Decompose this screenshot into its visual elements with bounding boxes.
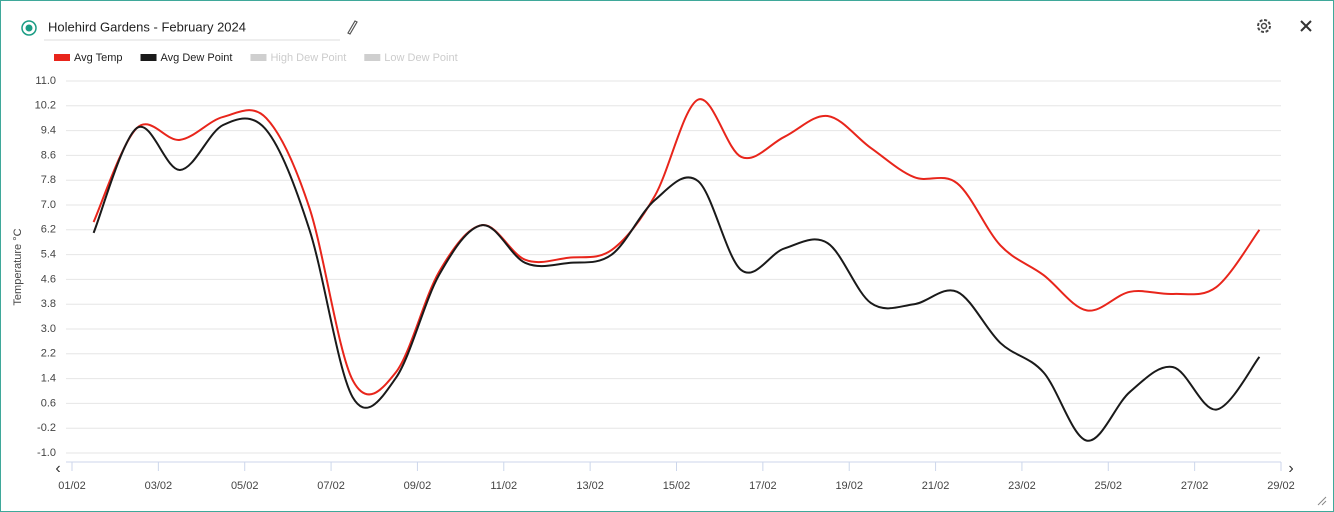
close-icon[interactable] <box>1300 20 1312 32</box>
y-tick-label: 0.6 <box>41 397 56 409</box>
x-tick-label: 25/02 <box>1095 480 1123 492</box>
chart-title: Holehird Gardens - February 2024 <box>48 19 246 34</box>
settings-icon[interactable] <box>1257 19 1271 33</box>
x-tick-label: 09/02 <box>404 480 432 492</box>
y-tick-label: -0.2 <box>37 422 56 434</box>
y-axis-title: Temperature °C <box>12 228 24 305</box>
radio-icon[interactable] <box>21 20 37 36</box>
scroll-left[interactable]: ‹ <box>55 460 60 477</box>
legend-label[interactable]: Avg Dew Point <box>161 52 233 64</box>
x-tick-label: 05/02 <box>231 480 259 492</box>
y-tick-label: -1.0 <box>37 447 56 459</box>
x-tick-label: 11/02 <box>490 480 517 492</box>
x-tick-label: 27/02 <box>1181 480 1209 492</box>
y-tick-label: 7.8 <box>41 174 56 186</box>
x-tick-label: 07/02 <box>317 480 345 492</box>
legend-label[interactable]: Low Dew Point <box>384 52 457 64</box>
y-tick-label: 8.6 <box>41 149 56 161</box>
y-tick-label: 3.0 <box>41 323 56 335</box>
legend-label[interactable]: High Dew Point <box>270 52 346 64</box>
edit-icon[interactable] <box>347 20 358 35</box>
series-line <box>92 98 1261 396</box>
x-tick-label: 13/02 <box>576 480 604 492</box>
legend-swatch[interactable] <box>54 54 70 61</box>
legend-swatch[interactable] <box>364 54 381 61</box>
x-tick-label: 23/02 <box>1008 480 1036 492</box>
y-tick-label: 11.0 <box>35 75 56 87</box>
radio-dot <box>25 24 33 32</box>
y-tick-label: 2.2 <box>41 348 56 360</box>
y-tick-label: 5.4 <box>41 249 56 261</box>
legend-label[interactable]: Avg Temp <box>74 52 123 64</box>
y-tick-label: 3.8 <box>41 298 56 310</box>
legend-swatch[interactable] <box>250 54 267 61</box>
x-tick-label: 29/02 <box>1267 480 1295 492</box>
y-tick-label: 6.2 <box>41 224 56 236</box>
x-tick-label: 19/02 <box>835 480 863 492</box>
resize-handle[interactable] <box>1317 496 1327 506</box>
x-tick-label: 03/02 <box>145 480 173 492</box>
y-tick-label: 1.4 <box>41 373 56 385</box>
y-tick-label: 10.2 <box>35 100 56 112</box>
scroll-right[interactable]: › <box>1288 460 1293 477</box>
y-tick-label: 4.6 <box>41 273 56 285</box>
x-tick-label: 21/02 <box>922 480 950 492</box>
series-line <box>92 117 1261 442</box>
y-tick-label: 9.4 <box>41 125 56 137</box>
y-tick-label: 7.0 <box>41 199 56 211</box>
legend-swatch[interactable] <box>140 54 157 61</box>
x-tick-label: 17/02 <box>749 480 777 492</box>
x-tick-label: 01/02 <box>58 480 86 492</box>
x-tick-label: 15/02 <box>663 480 691 492</box>
